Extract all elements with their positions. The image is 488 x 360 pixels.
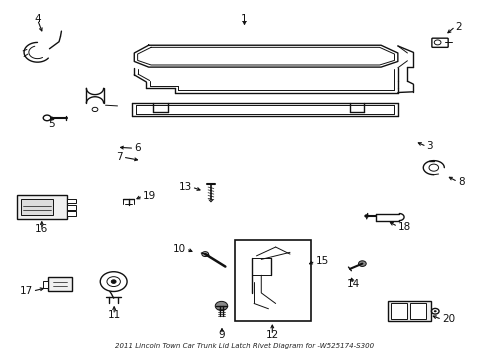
Text: 14: 14 xyxy=(346,279,360,289)
Circle shape xyxy=(358,261,366,266)
Bar xyxy=(409,303,425,319)
Circle shape xyxy=(215,301,227,311)
Circle shape xyxy=(364,214,368,218)
Bar xyxy=(67,205,76,210)
Text: 11: 11 xyxy=(107,310,121,320)
Bar xyxy=(67,199,76,203)
Circle shape xyxy=(433,310,436,312)
Text: 15: 15 xyxy=(315,256,328,266)
Bar xyxy=(387,301,430,321)
Text: 2011 Lincoln Town Car Trunk Lid Latch Rivet Diagram for -W525174-S300: 2011 Lincoln Town Car Trunk Lid Latch Ri… xyxy=(115,342,373,348)
Bar xyxy=(43,280,48,288)
Text: 16: 16 xyxy=(35,224,48,234)
Text: 8: 8 xyxy=(457,177,464,187)
Text: 1: 1 xyxy=(241,14,247,24)
Bar xyxy=(67,211,76,216)
Bar xyxy=(48,277,72,291)
Text: 6: 6 xyxy=(134,143,141,153)
Text: 12: 12 xyxy=(265,330,278,340)
Circle shape xyxy=(202,252,208,257)
Text: 13: 13 xyxy=(178,182,191,192)
Text: 10: 10 xyxy=(173,244,185,254)
Text: 5: 5 xyxy=(48,118,55,129)
Text: 17: 17 xyxy=(20,286,33,296)
Text: 3: 3 xyxy=(426,141,432,152)
Text: 4: 4 xyxy=(34,14,41,24)
Text: 18: 18 xyxy=(397,221,410,231)
Text: 9: 9 xyxy=(218,329,225,339)
Bar xyxy=(390,303,406,319)
Text: 2: 2 xyxy=(454,22,461,32)
Text: 19: 19 xyxy=(142,191,156,201)
Text: 20: 20 xyxy=(441,314,454,324)
Circle shape xyxy=(111,280,116,283)
Bar xyxy=(20,199,53,215)
FancyBboxPatch shape xyxy=(431,38,447,48)
Bar xyxy=(17,195,67,219)
Bar xyxy=(234,240,310,321)
Text: 7: 7 xyxy=(116,152,122,162)
